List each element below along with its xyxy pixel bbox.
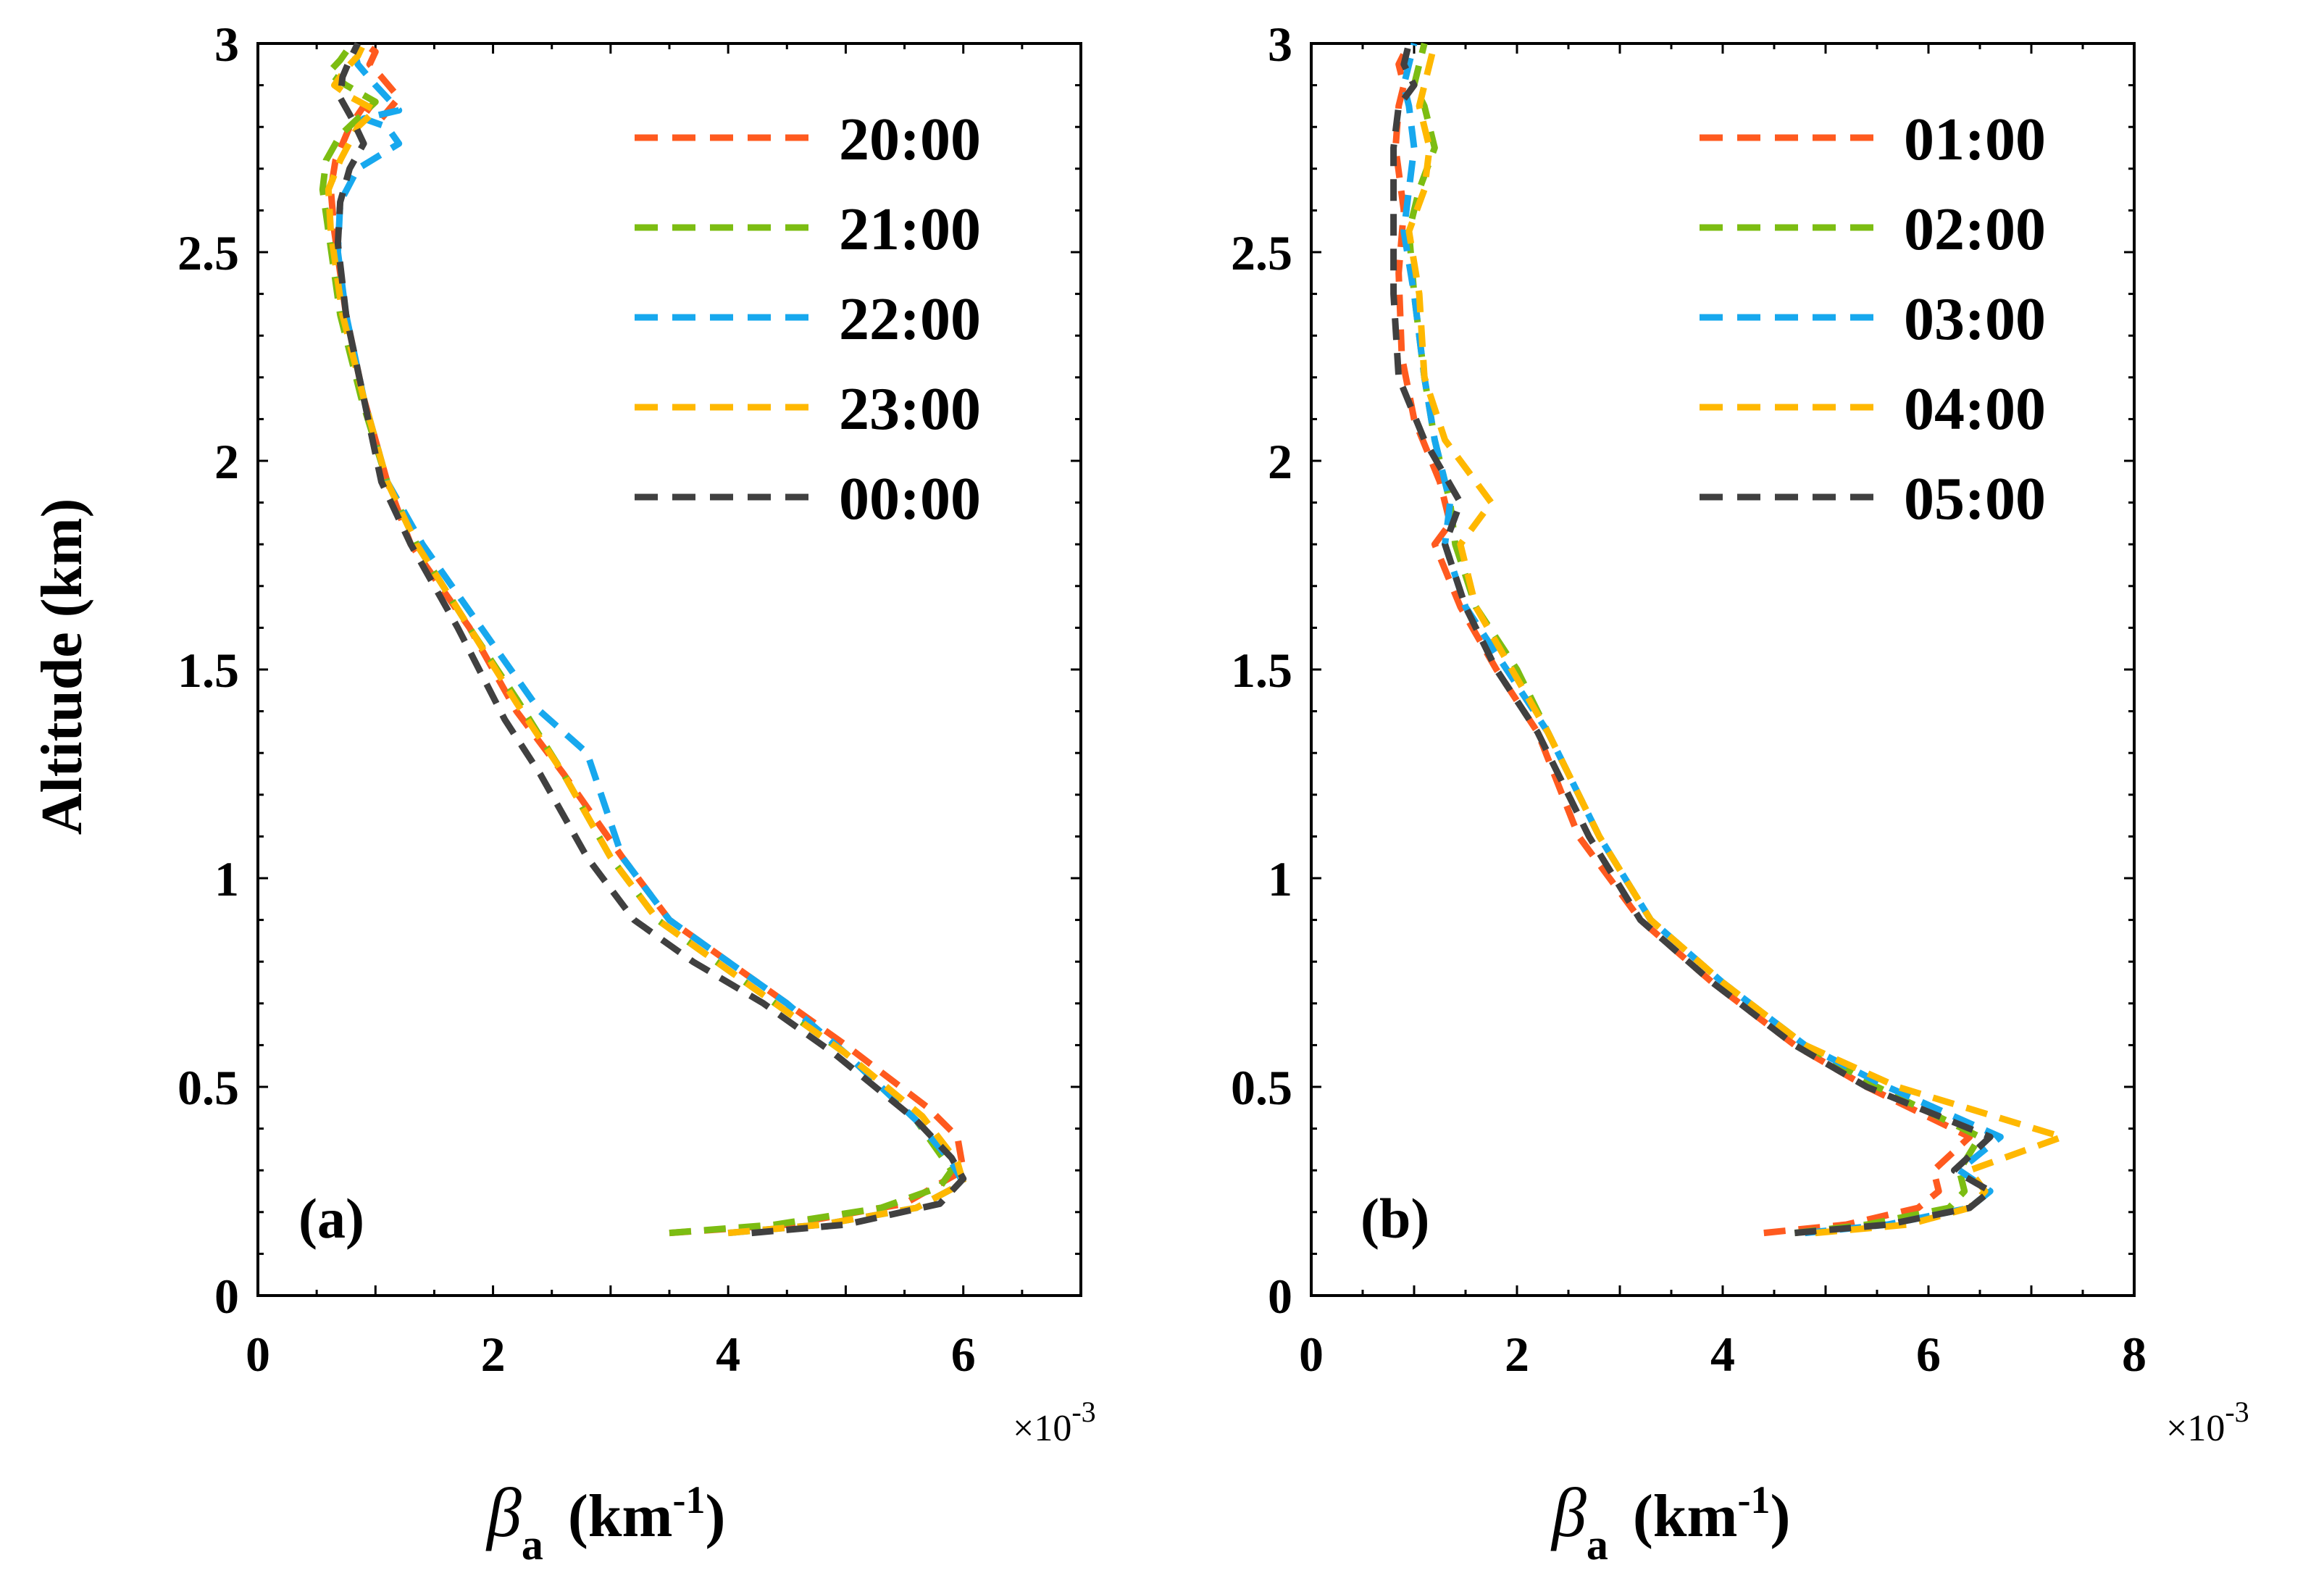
legend-label: 22:00 [839,285,981,353]
x-tick-label: 2 [481,1327,506,1382]
y-tick-label: 1 [214,851,239,906]
legend-label: 21:00 [839,196,981,263]
legend-label: 20:00 [839,106,981,173]
legend-b: 01:00 02:00 03:00 04:00 05:00 [1700,106,2046,533]
series-group-a [319,41,967,1237]
x-tick-label: 0 [246,1327,270,1382]
x-tick-label: 8 [2122,1327,2147,1382]
y-tick-label: 2.5 [177,225,239,280]
series-group-b [1390,42,2066,1237]
x-tick-label: 0 [1299,1327,1324,1382]
panel-label-b: (b) [1360,1187,1429,1250]
series-line-0500 [1390,42,1994,1237]
x-tick-label: 4 [1710,1327,1735,1382]
series-line-0400 [1405,42,2066,1237]
x-tick-label: 2 [1505,1327,1529,1382]
x-axis-label-a: βa (km-1) [485,1474,725,1569]
legend-label: 05:00 [1904,465,2046,533]
legend-label: 01:00 [1904,106,2046,173]
legend-label: 04:00 [1904,375,2046,443]
y-tick-label: 2.5 [1231,225,1292,280]
panel-b: 0 2 4 6 800.511.522.53 01:0002:0003:0004:000… [1231,17,2249,1569]
y-tick-label: 1.5 [177,643,239,698]
x-axis-label-b: βa (km-1) [1550,1474,1790,1569]
series-line-0100 [1392,42,1973,1237]
y-tick-label: 2 [1268,434,1292,489]
legend-label: 00:00 [839,465,981,533]
x-multiplier-a: ×10-3 [1013,1396,1096,1449]
legend-label: 23:00 [839,375,981,443]
y-tick-label: 3 [214,17,239,72]
y-tick-label: 1.5 [1231,643,1292,698]
y-tick-label: 0 [1268,1269,1292,1324]
series-line-2300 [325,42,967,1237]
legend-label: 03:00 [1904,285,2046,353]
series-line-2200 [334,42,967,1237]
legend-label: 02:00 [1904,196,2046,263]
ticks-a: 0 2 4 6 0 0.5 1 1.5 2 2.5 3 [177,17,1082,1382]
y-tick-label: 3 [1268,17,1292,72]
series-line-0000 [334,42,967,1237]
y-tick-label: 1 [1268,851,1292,906]
x-multiplier-b: ×10-3 [2166,1396,2249,1449]
x-tick-label: 6 [951,1327,976,1382]
y-axis-label: Altitude (km) [30,499,94,835]
panel-a: 0 2 4 6 0 0.5 1 1.5 2 2.5 3 20:00 21:00 22:00 23:00 00… [177,17,1096,1569]
y-tick-label: 2 [214,434,239,489]
y-tick-label: 0 [214,1269,239,1324]
panel-label-a: (a) [298,1187,364,1250]
series-line-0300 [1400,42,2004,1237]
ticks-b: 0 2 4 6 8 0 0.5 1 1.5 2 2.5 3 [1231,17,2147,1382]
y-tick-label: 0.5 [1231,1060,1292,1115]
x-tick-label: 4 [716,1327,740,1382]
y-tick-label: 0.5 [177,1060,239,1115]
x-tick-label: 6 [1916,1327,1941,1382]
legend-a: 20:00 21:00 22:00 23:00 00:00 [635,106,981,533]
